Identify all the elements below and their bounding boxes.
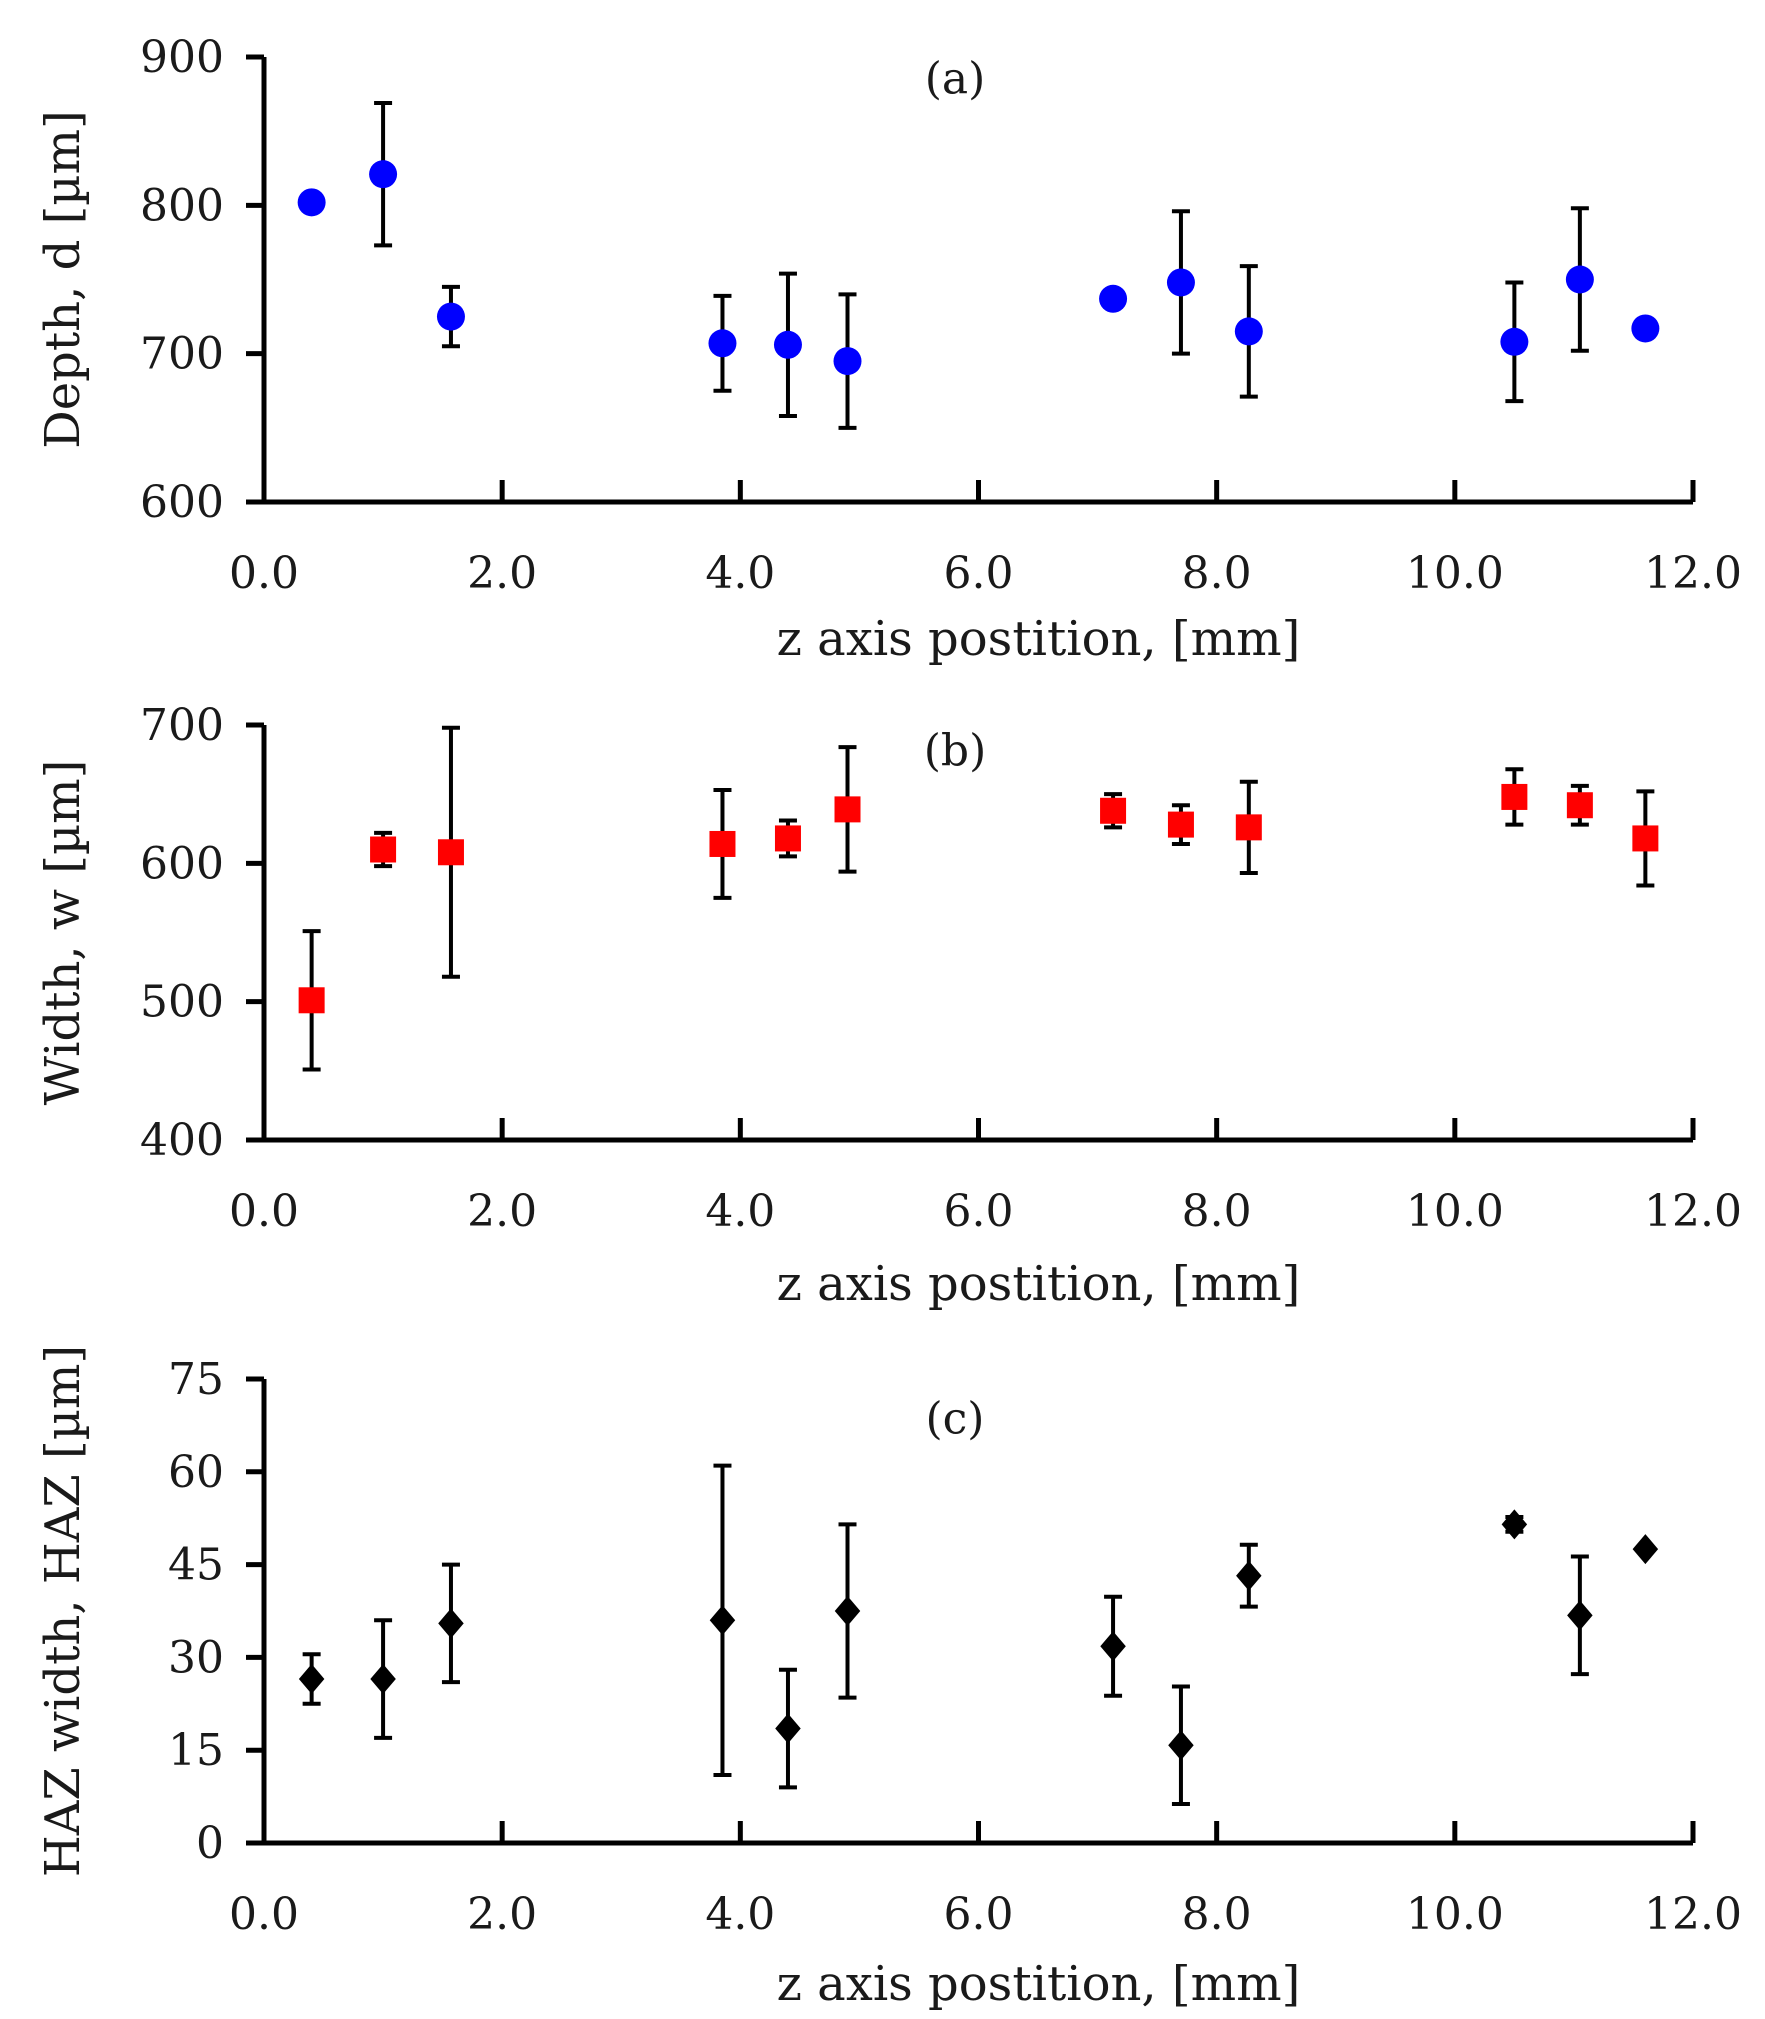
- data-point: [370, 1664, 396, 1695]
- data-point: [709, 1605, 736, 1636]
- x-tick-label: 4.0: [705, 1889, 775, 1940]
- y-axis-title: Depth, d [µm]: [35, 110, 91, 448]
- data-point: [437, 839, 464, 866]
- y-tick-label: 60: [168, 1447, 224, 1498]
- data-point: [1234, 317, 1263, 346]
- x-tick-label: 0.0: [229, 1889, 299, 1940]
- x-tick-label: 0.0: [229, 548, 299, 599]
- y-tick-label: 15: [168, 1725, 224, 1776]
- panel-label: (a): [925, 53, 986, 104]
- data-point: [709, 830, 736, 857]
- x-tick-label: 6.0: [944, 1186, 1014, 1237]
- x-tick-label: 6.0: [944, 1889, 1014, 1940]
- x-tick-label: 4.0: [705, 1186, 775, 1237]
- data-point: [1501, 783, 1528, 810]
- y-tick-label: 700: [140, 329, 224, 380]
- x-tick-label: 10.0: [1406, 1889, 1504, 1940]
- x-axis-title: z axis postition, [mm]: [777, 1956, 1301, 2012]
- y-tick-label: 0: [196, 1818, 224, 1869]
- x-tick-label: 6.0: [944, 548, 1014, 599]
- y-tick-label: 600: [140, 477, 224, 528]
- data-point: [1167, 811, 1194, 838]
- x-tick-label: 2.0: [467, 548, 537, 599]
- y-axis-title: Width, w [µm]: [35, 760, 91, 1106]
- data-point: [298, 1664, 325, 1695]
- y-axis-title: HAZ width, HAZ [µm]: [35, 1345, 91, 1877]
- y-tick-label: 75: [168, 1354, 224, 1405]
- data-point: [1099, 284, 1128, 313]
- y-tick-label: 800: [140, 180, 224, 231]
- y-tick-label: 700: [140, 700, 224, 751]
- data-point: [1501, 1509, 1528, 1540]
- y-tick-label: 45: [168, 1540, 224, 1591]
- data-point: [1632, 825, 1659, 852]
- x-tick-label: 2.0: [467, 1186, 537, 1237]
- y-tick-label: 500: [140, 977, 224, 1028]
- x-tick-label: 8.0: [1182, 1889, 1252, 1940]
- data-point: [1100, 1631, 1126, 1662]
- x-tick-label: 12.0: [1644, 548, 1742, 599]
- x-tick-label: 12.0: [1644, 1889, 1742, 1940]
- x-axis-title: z axis postition, [mm]: [777, 611, 1301, 667]
- x-axis-title: z axis postition, [mm]: [777, 1256, 1301, 1312]
- data-point: [1236, 1560, 1262, 1591]
- data-point: [1566, 792, 1593, 819]
- panel-label: (c): [926, 1393, 985, 1444]
- data-point: [834, 1596, 861, 1626]
- data-point: [775, 1713, 801, 1744]
- data-point: [1567, 1600, 1593, 1631]
- data-point: [1500, 327, 1529, 356]
- y-tick-label: 600: [140, 838, 224, 889]
- data-point: [708, 329, 737, 358]
- x-tick-label: 8.0: [1182, 548, 1252, 599]
- x-tick-label: 12.0: [1644, 1186, 1742, 1237]
- data-point: [1100, 797, 1127, 824]
- x-tick-label: 10.0: [1406, 1186, 1504, 1237]
- y-tick-label: 900: [140, 32, 224, 83]
- data-point: [1168, 1730, 1194, 1761]
- data-point: [1565, 265, 1594, 294]
- data-point: [370, 836, 397, 863]
- panel-a: 600 700 800 900 0.0 2.0 4.0 6.0 8.0 10.0 12.0 z axi…: [35, 32, 1742, 667]
- panel-c: 0 15 30 45 60 75 0.0 2.0 4.0 6.0 8.0 10.0 12.0 z axis…: [35, 1345, 1742, 2012]
- data-point: [1235, 814, 1262, 841]
- x-tick-label: 0.0: [229, 1186, 299, 1237]
- data-point: [438, 1608, 464, 1639]
- panel-b: 400 500 600 700 0.0 2.0 4.0 6.0 8.0 10.0 12.0 z axi…: [35, 700, 1742, 1312]
- data-point: [1166, 268, 1195, 297]
- data-point: [1631, 314, 1660, 343]
- data-point: [833, 347, 862, 376]
- data-point: [297, 188, 326, 217]
- y-tick-label: 30: [168, 1632, 224, 1683]
- x-tick-label: 2.0: [467, 1889, 537, 1940]
- x-tick-label: 4.0: [705, 548, 775, 599]
- data-point: [773, 330, 802, 359]
- panel-label: (b): [924, 725, 987, 776]
- data-point: [834, 796, 861, 823]
- data-point: [1632, 1534, 1659, 1565]
- y-tick-label: 400: [140, 1115, 224, 1166]
- x-tick-label: 10.0: [1406, 548, 1504, 599]
- data-point: [774, 825, 801, 852]
- data-point: [436, 302, 465, 331]
- data-point: [298, 987, 325, 1014]
- data-point: [369, 160, 398, 189]
- x-tick-label: 8.0: [1182, 1186, 1252, 1237]
